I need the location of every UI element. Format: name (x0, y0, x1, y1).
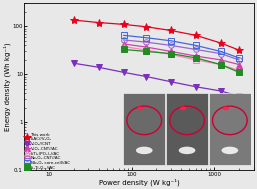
Legend: This work
LiAC//V₂O₅, V₂O₅//CNT, V₂O₅-CNT//AC, LiTi₂(PO₄)₃//AC, Nb₂O₅-CNT//AC, N: This work LiAC//V₂O₅, V₂O₅//CNT, V₂O₅-CN… (25, 133, 70, 170)
Y-axis label: Energy density (Wh kg⁻¹): Energy density (Wh kg⁻¹) (4, 43, 11, 131)
X-axis label: Power density (W kg⁻¹): Power density (W kg⁻¹) (98, 178, 179, 186)
